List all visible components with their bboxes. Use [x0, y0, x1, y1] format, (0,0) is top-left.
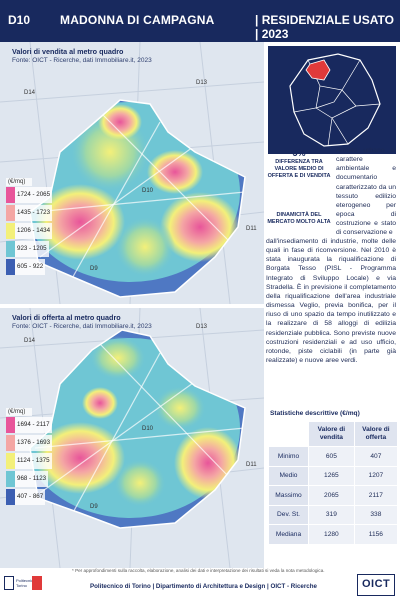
polito-logo-text: Politecnico di Torino — [16, 578, 40, 588]
offer-value: 1207 — [353, 465, 399, 486]
sale-value: 1280 — [308, 524, 355, 545]
methodology-footnote: * Per approfondimenti sulla raccolta, el… — [72, 568, 325, 573]
sale-value: 2065 — [308, 485, 355, 506]
legend-swatch — [6, 489, 15, 505]
row-label: Massimo — [268, 485, 309, 506]
offer-map-title: Valori di offerta al metro quadro — [12, 313, 121, 322]
legend-row: 407 - 867 — [6, 489, 66, 505]
oict-logo: OICT — [357, 574, 395, 596]
legend-row: 1376 - 1693 — [6, 435, 66, 451]
department-logo-icon — [32, 576, 42, 590]
legend-row: 605 - 922 — [6, 259, 66, 275]
stats-corner — [268, 421, 309, 447]
district-label-d10: D10 — [142, 426, 154, 432]
stats-table: Valore di vendita Valore di offerta Mini… — [268, 421, 399, 545]
sale-map-legend: (€/mq) 1724 - 2065 1435 - 1723 1206 - 14… — [6, 178, 66, 277]
difference-description: DIFFERENZA TRA VALORE MEDIO DI OFFERTA E… — [267, 159, 331, 179]
legend-label: 1694 - 2117 — [15, 417, 52, 433]
sale-map-source: Fonte: OICT - Ricerche, dati Immobiliare… — [12, 57, 152, 64]
legend-row: 1694 - 2117 — [6, 417, 66, 433]
legend-row: 968 - 1123 — [6, 471, 66, 487]
category-label: | RESIDENZIALE USATO | 2023 — [255, 13, 394, 41]
column-header-offer: Valore di offerta — [353, 421, 399, 447]
district-label-d10: D10 — [142, 188, 154, 194]
offer-map-graphic — [0, 308, 264, 568]
footer-credits: Politecnico di Torino | Dipartimento di … — [90, 583, 317, 590]
legend-swatch — [6, 435, 15, 451]
row-label: Dev. St. — [268, 504, 309, 525]
legend-swatch — [6, 259, 15, 275]
legend-label: 1124 - 1375 — [15, 453, 52, 469]
legend-row: 1206 - 1434 — [6, 223, 66, 239]
price-difference-box: 5% DIFFERENZA TRA VALORE MEDIO DI OFFERT… — [265, 148, 333, 179]
district-code: D10 — [8, 13, 31, 27]
legend-swatch — [6, 205, 15, 221]
legend-row: 1724 - 2065 — [6, 187, 66, 203]
row-label: Minimo — [268, 446, 309, 467]
row-label: Medio — [268, 465, 309, 486]
district-label-d13: D13 — [196, 80, 208, 86]
offer-value: 338 — [353, 504, 399, 525]
sale-map-title: Valori di vendita al metro quadro — [12, 47, 124, 56]
table-row: Massimo 2065 2117 — [268, 485, 399, 506]
stats-title: Statistiche descrittive (€/mq) — [270, 410, 360, 417]
sale-map-graphic — [0, 42, 264, 304]
legend-swatch — [6, 471, 15, 487]
district-label-d14: D14 — [24, 338, 36, 344]
district-label-d11: D11 — [246, 226, 257, 232]
legend-label: 1724 - 2065 — [15, 187, 53, 203]
legend-label: 968 - 1123 — [15, 471, 49, 487]
table-row: Minimo 605 407 — [268, 446, 399, 467]
legend-title: (€/mq) — [6, 408, 32, 416]
legend-label: 923 - 1205 — [15, 241, 49, 257]
table-row: Mediana 1280 1156 — [268, 524, 399, 545]
sale-value-map: Valori di vendita al metro quadro Fonte:… — [0, 42, 264, 304]
district-name: MADONNA DI CAMPAGNA — [60, 13, 215, 27]
description-text-bottom: dall'insediamento di industrie, molte de… — [266, 238, 396, 365]
offer-value: 1156 — [353, 524, 399, 545]
column-header-sale: Valore di vendita — [308, 421, 355, 447]
district-label-d14: D14 — [24, 90, 36, 96]
sale-value: 1265 — [308, 465, 355, 486]
sale-value: 319 — [308, 504, 355, 525]
description-text-top: Ambito urbano di carattere ambientale e … — [336, 147, 396, 237]
locator-graphic — [289, 53, 381, 147]
legend-label: 1435 - 1723 — [15, 205, 53, 221]
legend-row: 923 - 1205 — [6, 241, 66, 257]
legend-label: 1206 - 1434 — [15, 223, 53, 239]
offer-map-legend: (€/mq) 1694 - 2117 1376 - 1693 1124 - 13… — [6, 408, 66, 507]
district-highlight — [305, 59, 331, 81]
sale-value: 605 — [308, 446, 355, 467]
row-label: Mediana — [268, 524, 309, 545]
legend-swatch — [6, 417, 15, 433]
district-label-d11: D11 — [246, 462, 257, 468]
legend-swatch — [6, 453, 15, 469]
district-label-d9: D9 — [90, 504, 98, 510]
district-label-d13: D13 — [196, 324, 208, 330]
legend-label: 605 - 922 — [15, 259, 46, 275]
offer-value: 2117 — [353, 485, 399, 506]
offer-value: 407 — [353, 446, 399, 467]
polito-emblem-icon — [4, 576, 14, 590]
legend-title: (€/mq) — [6, 178, 32, 186]
offer-value-map: Valori di offerta al metro quadro Fonte:… — [0, 308, 264, 568]
legend-swatch — [6, 187, 15, 203]
polito-logo: Politecnico di Torino — [4, 572, 44, 596]
city-locator-map — [268, 46, 396, 154]
oict-logo-text: OICT — [362, 578, 391, 590]
page-header: D10 MADONNA DI CAMPAGNA | RESIDENZIALE U… — [0, 0, 400, 42]
table-row: Medio 1265 1207 — [268, 465, 399, 486]
table-row: Dev. St. 319 338 — [268, 504, 399, 525]
legend-swatch — [6, 223, 15, 239]
market-dynamics: DINAMICITÀ DEL MERCATO MOLTO ALTA — [267, 212, 331, 225]
legend-swatch — [6, 241, 15, 257]
stats-header-row: Valore di vendita Valore di offerta — [268, 421, 399, 447]
legend-row: 1124 - 1375 — [6, 453, 66, 469]
district-label-d9: D9 — [90, 266, 98, 272]
legend-row: 1435 - 1723 — [6, 205, 66, 221]
legend-label: 407 - 867 — [15, 489, 46, 505]
difference-percent: 5% — [292, 148, 306, 158]
legend-label: 1376 - 1693 — [15, 435, 53, 451]
offer-map-source: Fonte: OICT - Ricerche, dati Immobiliare… — [12, 323, 152, 330]
